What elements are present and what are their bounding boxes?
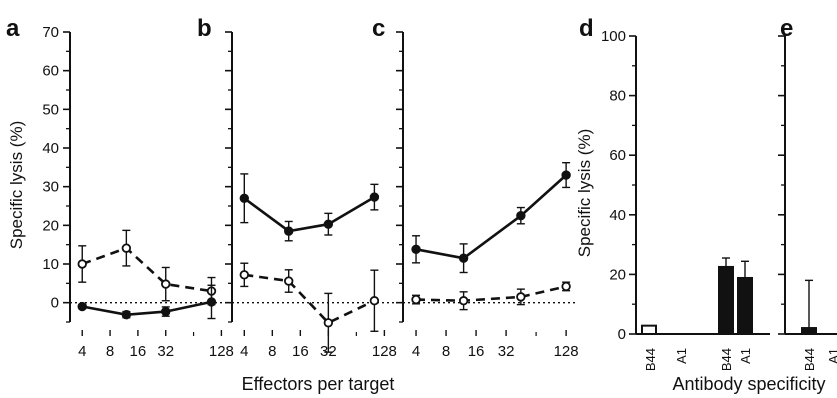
bar-category-label: B44 (719, 348, 734, 371)
bar-category-label: B44 (802, 348, 817, 371)
series-line-filled (415, 174, 567, 260)
data-point-open (369, 296, 380, 306)
y-tick-label: 70 (42, 24, 59, 41)
data-point-filled (561, 170, 571, 180)
y-tick-label: 100 (601, 28, 626, 45)
bar-b44-open (641, 324, 657, 336)
data-point-open (561, 281, 571, 292)
bar-category-label: A1 (826, 348, 837, 364)
data-point-open (458, 296, 469, 306)
data-point-filled (121, 309, 132, 320)
y-tick-label: 20 (609, 266, 626, 283)
y-tick-label: 40 (42, 140, 59, 157)
series-line-open (244, 273, 375, 325)
panel-letter-d: d (579, 15, 594, 42)
data-point-open (161, 279, 171, 289)
x-tick-label: 32 (498, 343, 515, 360)
data-point-open (516, 292, 526, 302)
panel-e: e B44 A1 (778, 15, 837, 371)
series-line-filled (81, 300, 212, 317)
panel-b: b481632128 (197, 15, 397, 360)
panel-c: c 4 8 16 32 128 (372, 15, 579, 360)
x-tick-label: 128 (209, 343, 234, 360)
data-point-filled (77, 301, 87, 312)
data-point-filled (284, 226, 294, 236)
data-point-open (77, 259, 87, 269)
panel-letter-b: b (197, 15, 212, 42)
panel-letter-a: a (6, 15, 20, 42)
bar-b44-solid (801, 327, 817, 336)
bar-category-label: A1 (738, 348, 753, 364)
shared-x-axis-title: Effectors per target (242, 374, 395, 394)
x-tick-label: 128 (372, 343, 397, 360)
series-line-open (81, 246, 212, 293)
x-tick-label: 8 (106, 343, 114, 360)
y-axis-title: Specific lysis (%) (575, 129, 594, 257)
data-point-filled (369, 192, 380, 202)
x-tick-label: 16 (130, 343, 147, 360)
panel-d: d 0 20 40 60 80 100 Specific lysis (%) B44 A1 B44 A… (575, 15, 770, 371)
y-tick-label: 20 (42, 217, 59, 234)
bar-category-label: B44 (643, 348, 658, 371)
data-point-open (411, 294, 421, 305)
data-point-open (121, 243, 132, 253)
data-point-open (239, 270, 250, 280)
data-point-filled (239, 193, 250, 203)
x-tick-label: 4 (412, 343, 420, 360)
panel-letter-e: e (780, 15, 793, 42)
y-tick-label: 10 (42, 256, 59, 273)
data-point-filled (206, 297, 217, 307)
data-point-open (323, 318, 334, 328)
y-tick-label: 0 (618, 326, 626, 343)
x-tick-label: 8 (442, 343, 450, 360)
panel-letter-c: c (372, 15, 385, 42)
x-tick-label: 32 (157, 343, 174, 360)
panel-a: a 0 10 20 30 40 50 60 70 Specific lysis (%) 4 8 16 32… (6, 15, 234, 360)
data-point-open (284, 276, 294, 286)
y-tick-label: 50 (42, 101, 59, 118)
y-axis-title: Specific lysis (%) (7, 121, 26, 249)
y-tick-label: 60 (42, 63, 59, 80)
x-tick-label: 16 (292, 343, 309, 360)
series-line-open (415, 285, 567, 303)
y-tick-label: 60 (609, 147, 626, 164)
x-tick-label: 8 (268, 343, 276, 360)
bar-a1-solid (737, 276, 753, 336)
y-tick-label: 40 (609, 207, 626, 224)
data-point-filled (323, 219, 334, 229)
x-tick-label: 128 (554, 343, 579, 360)
bar-category-label: A1 (674, 348, 689, 364)
data-point-filled (411, 244, 421, 255)
y-tick-label: 80 (609, 88, 626, 105)
bar-b44-solid (718, 265, 734, 336)
x-tick-label: 4 (240, 343, 248, 360)
y-tick-label: 30 (42, 179, 59, 196)
x-tick-label: 16 (468, 343, 485, 360)
data-point-filled (458, 253, 469, 263)
x-tick-label: 4 (78, 343, 86, 360)
data-point-filled (161, 306, 171, 317)
series-line-filled (243, 195, 376, 233)
y-tick-label: 0 (51, 295, 59, 312)
antibody-specificity-axis-title: Antibody specificity (672, 374, 825, 394)
data-point-filled (516, 210, 526, 221)
